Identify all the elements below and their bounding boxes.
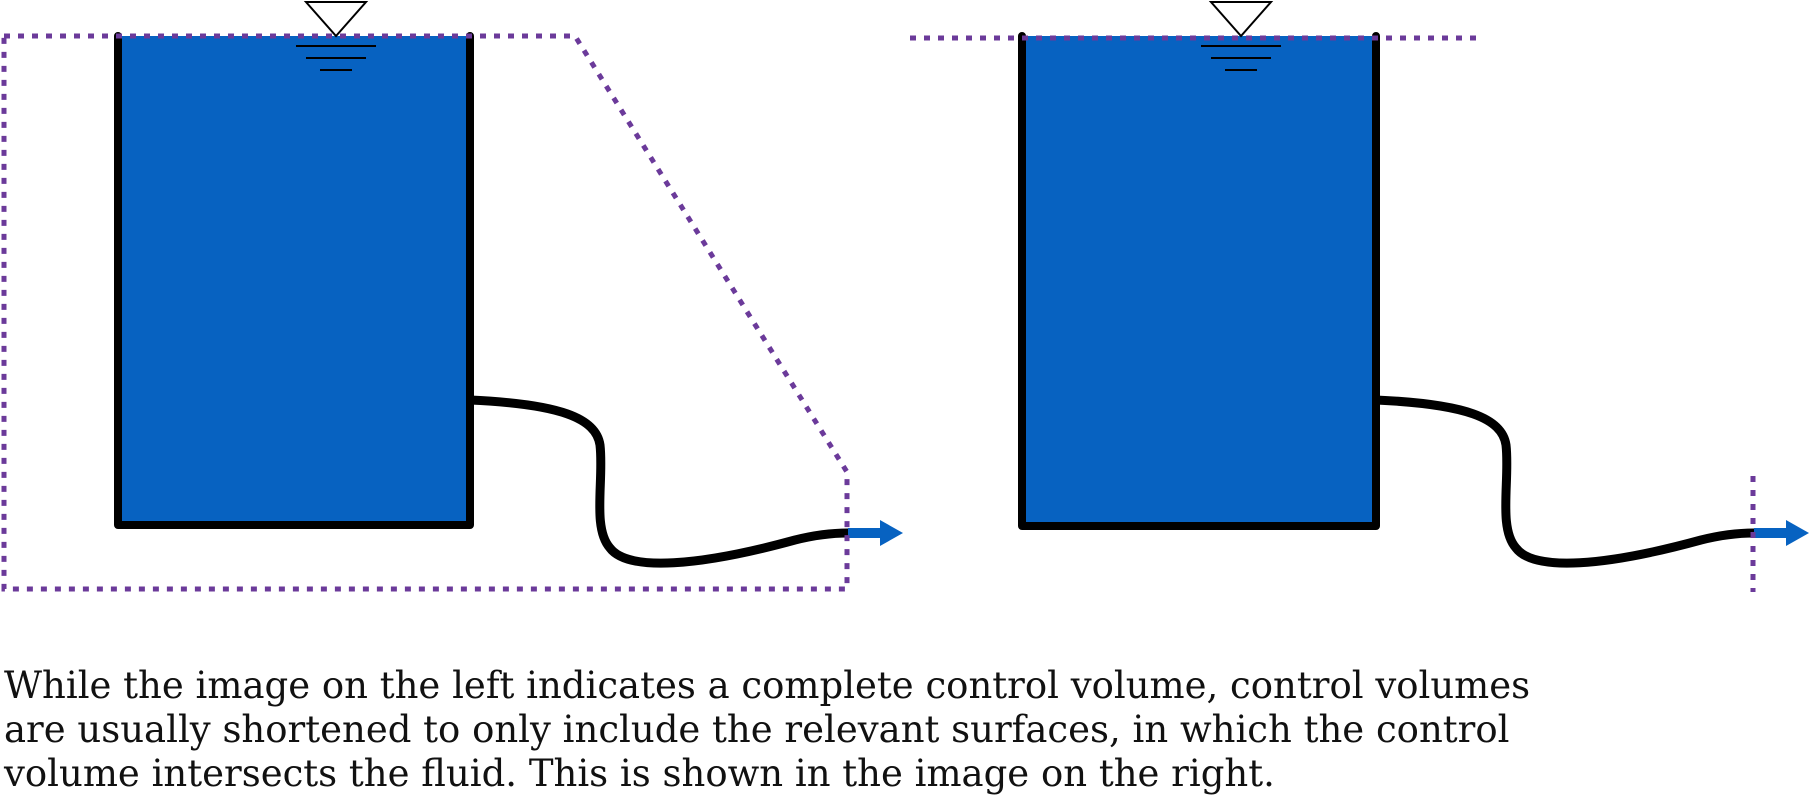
right-hose (1375, 395, 1755, 568)
left-tank-water (118, 36, 470, 525)
left-hose (469, 395, 849, 568)
left-free-surface-triangle-icon (296, 0, 376, 71)
left-outflow-arrow-icon (848, 520, 903, 546)
caption-line-3: volume intersects the fluid. This is sho… (4, 752, 1275, 795)
right-outflow-arrow-icon (1754, 520, 1809, 546)
left-tank-walls (114, 32, 474, 529)
right-tank-water (1022, 36, 1376, 526)
caption-text: While the image on the left indicates a … (4, 664, 1564, 796)
right-panel (910, 0, 1809, 592)
caption-line-1: While the image on the left indicates a … (4, 664, 1531, 707)
right-free-surface-triangle-icon (1201, 0, 1281, 71)
right-tank-walls (1018, 32, 1380, 530)
left-panel (1, 0, 903, 592)
caption-line-2: are usually shortened to only include th… (4, 708, 1510, 751)
control-volume-diagram (1, 0, 1809, 592)
